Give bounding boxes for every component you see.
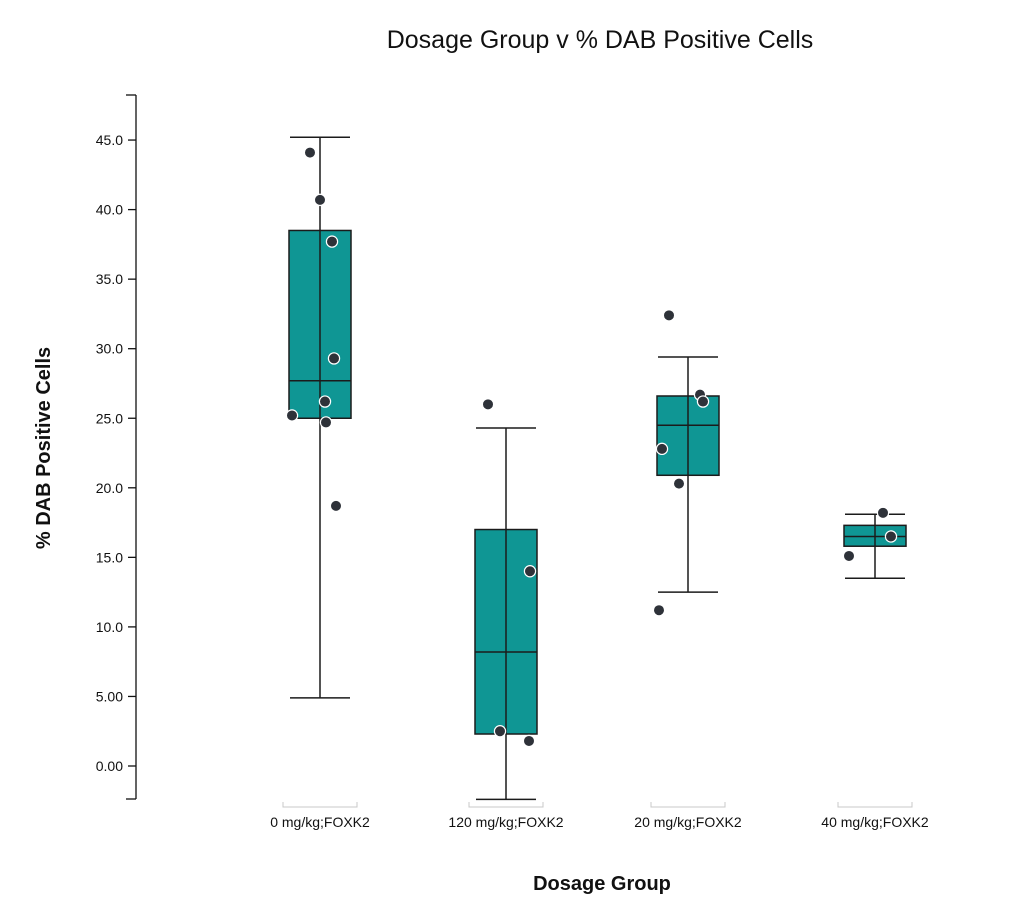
y-tick-label: 0.00 <box>96 758 123 774</box>
x-tick-label: 40 mg/kg;FOXK2 <box>821 814 929 830</box>
data-point <box>672 477 686 490</box>
data-point <box>696 395 710 408</box>
x-tick-bracket <box>650 802 726 808</box>
y-axis-ticks: 0.00 5.00 10.0 15.0 20.0 25.0 30.0 35.0 40.0 45.0 <box>96 132 136 774</box>
y-tick-label: 25.0 <box>96 410 123 426</box>
data-point <box>662 309 676 322</box>
data-point <box>319 416 333 429</box>
data-point <box>652 604 666 617</box>
y-tick-label: 10.0 <box>96 619 123 635</box>
y-tick-label: 15.0 <box>96 549 123 565</box>
data-point <box>493 725 507 738</box>
data-point <box>318 395 332 408</box>
y-tick-label: 40.0 <box>96 202 123 218</box>
data-points <box>285 146 898 748</box>
data-point <box>522 734 536 748</box>
chart-title: Dosage Group v % DAB Positive Cells <box>387 26 814 54</box>
y-tick-label: 35.0 <box>96 271 123 287</box>
data-point <box>481 398 495 411</box>
x-tick-label: 0 mg/kg;FOXK2 <box>270 814 370 830</box>
y-axis-title: % DAB Positive Cells <box>33 347 55 549</box>
x-tick-bracket <box>468 802 544 808</box>
data-point <box>876 506 890 520</box>
data-point <box>325 235 339 248</box>
x-tick-bracket <box>282 802 358 808</box>
y-tick-label: 20.0 <box>96 480 123 496</box>
x-axis-title: Dosage Group <box>533 873 671 895</box>
data-point <box>523 565 537 578</box>
data-point <box>329 499 343 513</box>
x-tick-label: 20 mg/kg;FOXK2 <box>634 814 742 830</box>
data-point <box>303 146 317 159</box>
data-point <box>327 352 341 365</box>
y-tick-label: 30.0 <box>96 341 123 357</box>
data-point <box>285 409 299 422</box>
data-point <box>313 193 327 207</box>
box-series <box>288 136 907 801</box>
x-tick-bracket <box>837 802 913 808</box>
x-tick-label: 120 mg/kg;FOXK2 <box>448 814 563 830</box>
x-axis-ticks: 0 mg/kg;FOXK2 120 mg/kg;FOXK2 20 mg/kg;FOX… <box>270 802 929 830</box>
data-point <box>842 549 856 563</box>
data-point <box>884 530 898 543</box>
y-tick-label: 5.00 <box>96 688 123 704</box>
y-tick-label: 45.0 <box>96 132 123 148</box>
data-point <box>655 442 669 456</box>
